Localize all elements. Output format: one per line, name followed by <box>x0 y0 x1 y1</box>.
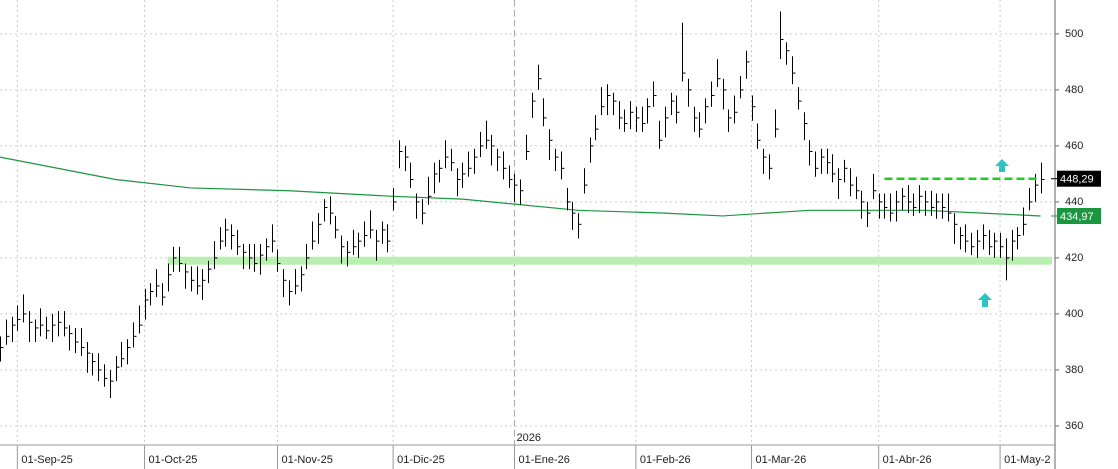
last-price-label: 448,29 <box>1060 174 1094 186</box>
x-tick-label: 01-Sep-25 <box>21 454 72 466</box>
ma-value-label: 434,97 <box>1060 211 1094 223</box>
y-tick-label: 480 <box>1065 84 1083 96</box>
ma-value-box <box>1057 208 1101 225</box>
x-tick-label: 01-Abr-26 <box>883 454 932 466</box>
support-band <box>167 256 1053 265</box>
x-tick-label: 01-Dic-25 <box>397 454 445 466</box>
year-label: 2026 <box>516 432 540 444</box>
y-tick-label: 440 <box>1065 196 1083 208</box>
x-tick-label: 01-Mar-26 <box>756 454 807 466</box>
y-tick-label: 460 <box>1065 140 1083 152</box>
last-price-box <box>1057 170 1101 187</box>
x-tick-label: 01-Oct-25 <box>149 454 198 466</box>
y-tick-label: 360 <box>1065 420 1083 432</box>
x-tick-label: 01-May-2 <box>1004 454 1050 466</box>
y-tick-label: 420 <box>1065 252 1083 264</box>
moving-average <box>0 156 1041 217</box>
y-tick-label: 380 <box>1065 364 1083 376</box>
y-tick-label: 500 <box>1065 28 1083 40</box>
arrow-up <box>978 159 1009 307</box>
x-tick-label: 01-Ene-26 <box>518 454 569 466</box>
x-tick-label: 01-Nov-25 <box>281 454 332 466</box>
y-tick-label: 400 <box>1065 308 1083 320</box>
x-tick-label: 01-Feb-26 <box>640 454 691 466</box>
